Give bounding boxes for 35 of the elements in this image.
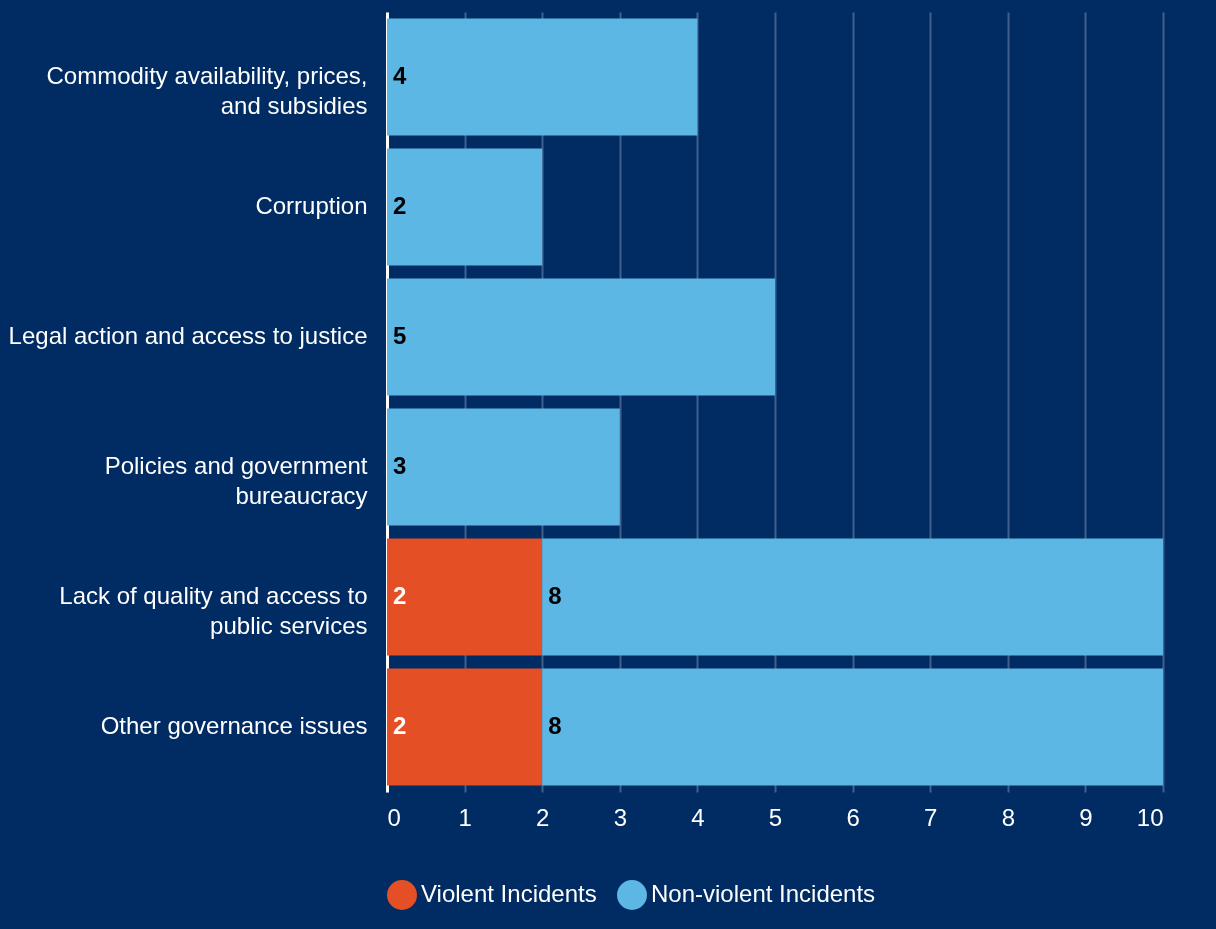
x-tick-label: 1 bbox=[458, 803, 472, 831]
x-tick-label: 10 bbox=[1136, 803, 1164, 831]
x-tick-label: 3 bbox=[613, 803, 627, 831]
x-tick-label: 4 bbox=[691, 803, 705, 831]
x-tick-label: 9 bbox=[1079, 803, 1093, 831]
bar bbox=[387, 18, 698, 136]
data-label: 2 bbox=[393, 582, 407, 609]
legend-label: Violent Incidents bbox=[421, 880, 597, 907]
x-tick-label: 2 bbox=[536, 803, 550, 831]
bar bbox=[542, 668, 1163, 786]
bar bbox=[387, 668, 543, 786]
data-label: 2 bbox=[393, 192, 407, 219]
data-label: 8 bbox=[548, 712, 562, 739]
y-tick-label: Lack of quality and access to public services bbox=[59, 582, 368, 639]
data-label: 5 bbox=[393, 322, 407, 349]
data-label: 4 bbox=[393, 62, 407, 89]
y-tick-label: Legal action and access to justice bbox=[8, 322, 368, 349]
x-tick-label: 5 bbox=[768, 803, 783, 831]
y-tick-label: Policies and government bureaucracy bbox=[104, 452, 368, 509]
data-label: 8 bbox=[548, 582, 562, 609]
bar bbox=[387, 408, 620, 526]
legend-label: Non-violent Incidents bbox=[651, 880, 876, 907]
y-tick-label: Corruption bbox=[255, 192, 368, 219]
bar bbox=[387, 148, 543, 266]
x-tick-label: 0 bbox=[387, 803, 401, 831]
y-tick-label: Other governance issues bbox=[100, 712, 368, 739]
data-label: 3 bbox=[393, 452, 407, 479]
x-tick-label: 6 bbox=[846, 803, 860, 831]
bar bbox=[387, 278, 775, 396]
x-tick-label: 8 bbox=[1001, 803, 1015, 831]
bar bbox=[387, 538, 543, 656]
y-tick-label: Commodity availability, prices, and subsidies bbox=[46, 62, 368, 119]
x-tick-label: 7 bbox=[924, 803, 938, 831]
data-label: 2 bbox=[393, 712, 407, 739]
bar bbox=[542, 538, 1163, 656]
